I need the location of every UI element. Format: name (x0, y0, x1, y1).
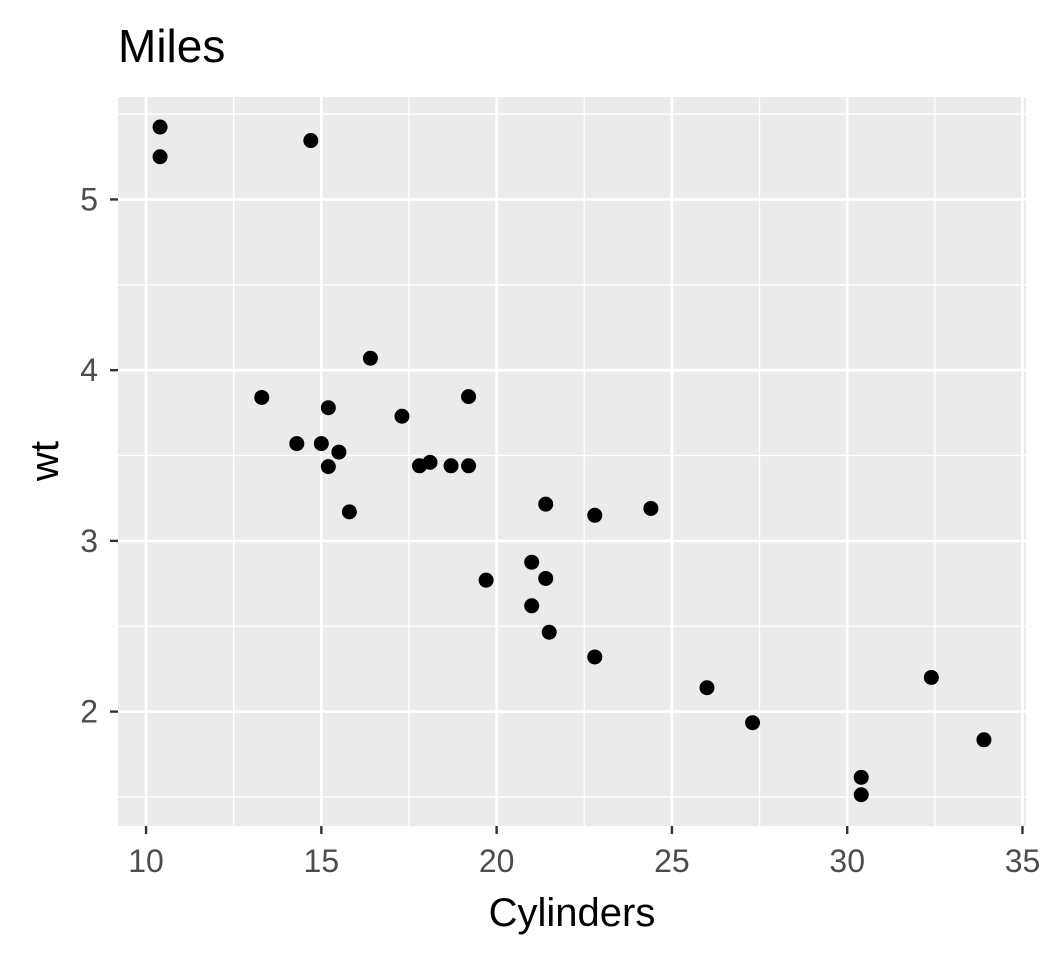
x-tick-label: 15 (304, 843, 340, 879)
data-point (341, 504, 357, 520)
data-point (524, 598, 540, 614)
data-point (853, 769, 869, 785)
x-tick-label: 30 (829, 843, 865, 879)
y-tick-label: 5 (80, 181, 98, 217)
data-point (461, 389, 477, 405)
data-point (587, 649, 603, 665)
x-axis-ticks: 10 15 20 25 30 35 (128, 826, 1040, 879)
data-point (152, 119, 168, 135)
data-points (152, 119, 992, 803)
data-point (254, 389, 270, 405)
minor-gridlines (118, 97, 1026, 826)
x-tick-label: 10 (128, 843, 164, 879)
data-point (976, 732, 992, 748)
y-tick-label: 4 (80, 352, 98, 388)
data-point (422, 454, 438, 470)
y-tick-label: 3 (80, 523, 98, 559)
data-point (394, 408, 410, 424)
x-tick-label: 20 (479, 843, 515, 879)
data-point (541, 624, 557, 640)
data-point (461, 458, 477, 474)
data-point (538, 570, 554, 586)
chart-title: Miles (118, 20, 225, 72)
x-tick-label: 35 (1005, 843, 1041, 879)
major-gridlines (118, 97, 1026, 826)
data-point (699, 680, 715, 696)
data-point (443, 458, 459, 474)
data-point (478, 572, 494, 588)
data-point (320, 400, 336, 416)
x-axis-title: Cylinders (489, 891, 656, 935)
data-point (745, 715, 761, 731)
plot-panel (118, 97, 1026, 826)
data-point (524, 554, 540, 570)
data-point (289, 436, 305, 452)
y-axis-title: wt (23, 441, 67, 482)
y-axis-ticks: 2 3 4 5 (80, 181, 118, 730)
x-tick-label: 25 (654, 843, 690, 879)
data-point (320, 459, 336, 475)
data-point (538, 496, 554, 512)
data-point (923, 669, 939, 685)
data-point (331, 444, 347, 460)
data-point (643, 500, 659, 516)
data-point (853, 787, 869, 803)
data-point (587, 507, 603, 523)
data-point (362, 350, 378, 366)
y-tick-label: 2 (80, 694, 98, 730)
data-point (152, 149, 168, 165)
data-point (313, 436, 329, 452)
data-point (303, 133, 319, 149)
